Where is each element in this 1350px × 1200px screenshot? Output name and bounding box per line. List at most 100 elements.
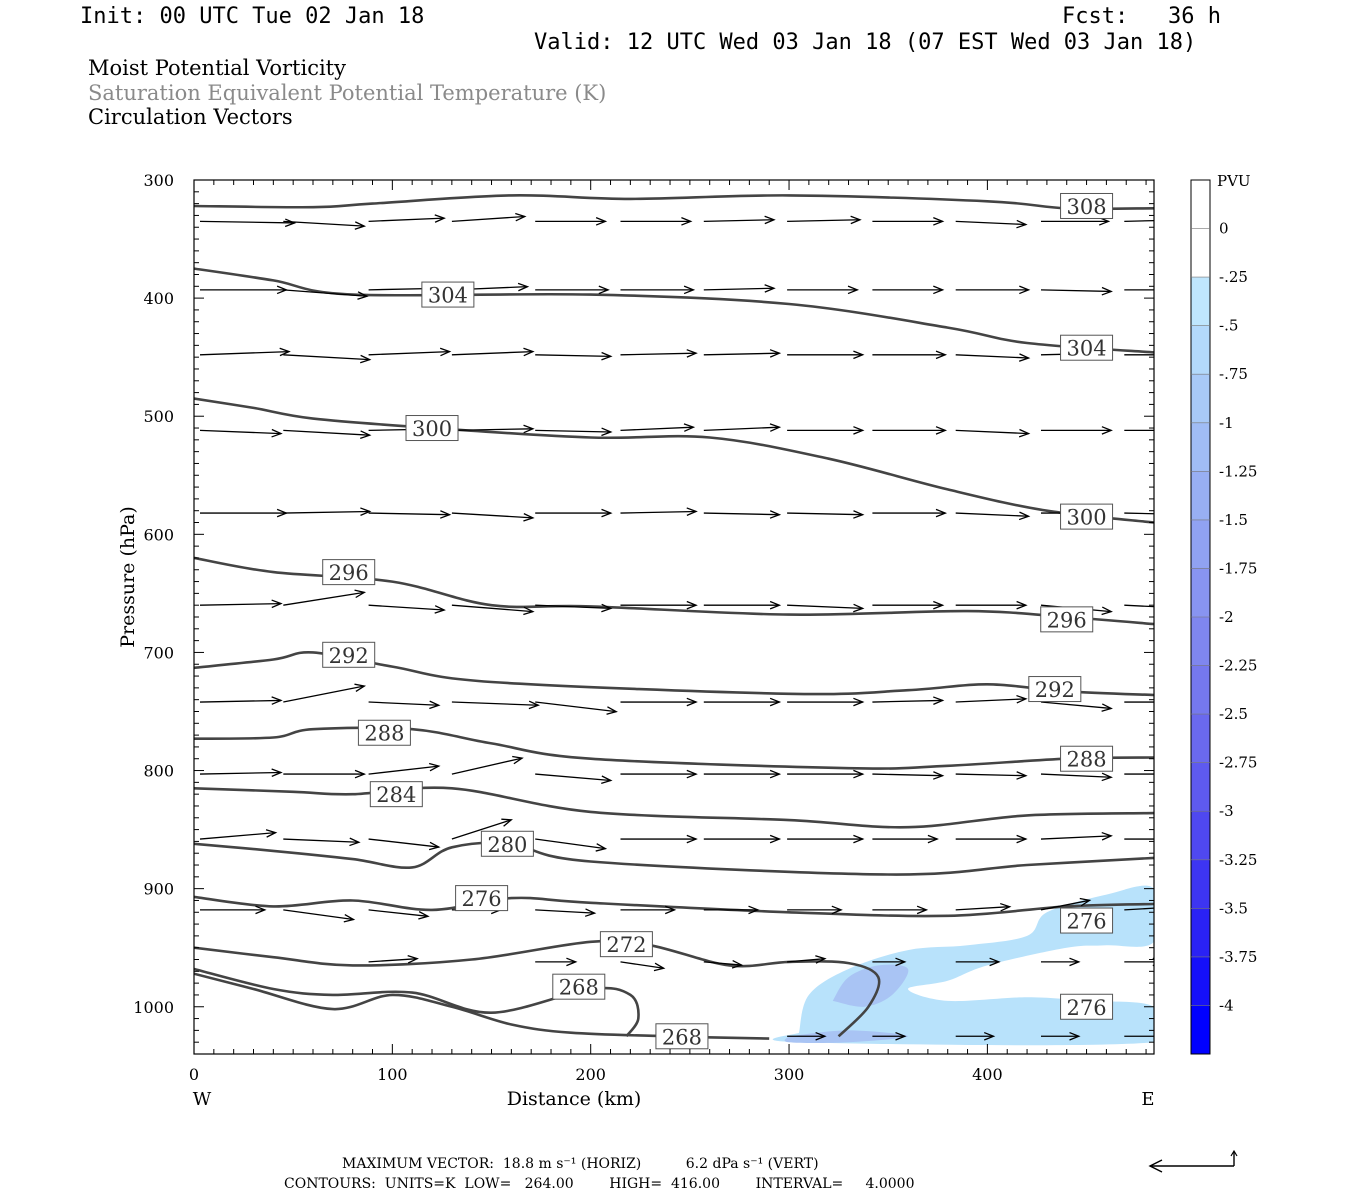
vector-head xyxy=(1016,694,1028,704)
vector-shaft xyxy=(199,429,282,435)
vector-head xyxy=(1016,600,1028,610)
circulation-vector xyxy=(451,604,535,616)
theta-contour-300 xyxy=(194,397,1154,524)
circulation-vector xyxy=(620,600,698,610)
contour-label-box xyxy=(1060,503,1114,530)
circulation-vector xyxy=(872,600,945,610)
vector-shaft xyxy=(451,215,525,222)
circulation-vector xyxy=(451,212,527,222)
vector-shaft xyxy=(368,765,439,775)
vector-shaft xyxy=(787,219,861,222)
vector-head xyxy=(933,771,945,780)
contour-label-box xyxy=(599,931,653,958)
contour-label-box xyxy=(1060,334,1114,361)
vector-shaft xyxy=(283,220,365,227)
vector-head xyxy=(265,829,278,838)
colorbar-swatch xyxy=(1191,1005,1210,1055)
circulation-vector xyxy=(872,217,945,226)
contour-label: 304 xyxy=(428,284,468,308)
circulation-vector xyxy=(620,697,698,707)
vector-shaft xyxy=(368,604,445,611)
x-tick-label: 0 xyxy=(189,1065,199,1084)
y-tick-label: 1000 xyxy=(133,998,174,1017)
colorbar-swatch xyxy=(1191,956,1210,1006)
colorbar-tick-label: -2.5 xyxy=(1219,705,1248,723)
vector-shaft xyxy=(451,350,533,356)
vector-shaft xyxy=(283,909,354,921)
contour-label: 272 xyxy=(606,933,646,957)
contour-label: 296 xyxy=(329,561,369,585)
vector-head xyxy=(933,285,945,295)
colorbar-swatch xyxy=(1191,762,1210,812)
colorbar-tick-label: -3.5 xyxy=(1219,899,1248,917)
circulation-vector xyxy=(1124,957,1154,967)
reference-vector-vert-head xyxy=(1230,1149,1238,1157)
vector-head xyxy=(407,954,419,964)
circulation-vector xyxy=(1124,604,1154,608)
vector-head xyxy=(686,697,698,707)
circulation-vector xyxy=(1124,773,1154,775)
vector-head xyxy=(933,600,945,610)
colorbar-tick-label: -3 xyxy=(1219,802,1234,820)
vector-head xyxy=(429,700,441,710)
vector-head xyxy=(686,834,698,844)
colorbar-tick-label: -1.25 xyxy=(1219,462,1257,480)
circulation-vector xyxy=(703,769,782,779)
circulation-vector xyxy=(283,429,372,439)
contour-label-box xyxy=(405,415,459,442)
vector-head xyxy=(1101,831,1113,841)
contour-label: 300 xyxy=(412,417,452,441)
circulation-vector xyxy=(199,347,291,357)
circulation-vector xyxy=(955,957,1001,967)
circulation-vector xyxy=(535,908,597,917)
circulation-vector xyxy=(872,905,929,915)
vector-head xyxy=(354,589,367,599)
vector-head xyxy=(686,769,698,779)
vector-head xyxy=(357,291,369,300)
vector-head xyxy=(935,426,948,435)
vector-shaft xyxy=(1040,899,1090,911)
colorbar-tick-label: 0 xyxy=(1219,220,1229,238)
circulation-vector xyxy=(1124,835,1189,842)
vector-shaft xyxy=(199,350,290,356)
circulation-vector xyxy=(368,838,441,851)
contour-label-box xyxy=(1060,907,1114,934)
vector-head xyxy=(428,762,441,772)
circulation-vector xyxy=(199,829,278,840)
circulation-vector xyxy=(872,957,907,967)
circulation-vector xyxy=(535,285,610,295)
y-tick-label: 400 xyxy=(143,289,174,308)
circulation-vector xyxy=(787,697,865,707)
circulation-vector xyxy=(1124,220,1154,222)
circulation-vector xyxy=(787,905,843,915)
vector-head xyxy=(523,424,535,434)
circulation-vector xyxy=(787,510,865,519)
circulation-vector xyxy=(703,423,782,432)
vector-head xyxy=(1079,897,1092,907)
circulation-vector xyxy=(620,423,696,432)
circulation-vector xyxy=(451,347,535,357)
circulation-vector xyxy=(955,428,1031,438)
x-tick-label: 200 xyxy=(575,1065,606,1084)
theta-contour-284 xyxy=(194,786,1154,829)
circulation-vector xyxy=(368,347,452,357)
colorbar-swatch xyxy=(1191,277,1210,327)
colorbar-swatch xyxy=(1191,665,1210,715)
circulation-vector xyxy=(283,909,356,923)
theta-contour-268 xyxy=(194,967,640,1038)
circulation-vector xyxy=(451,424,535,434)
contour-label: 276 xyxy=(462,887,502,911)
vector-shaft xyxy=(199,602,282,606)
circulation-vector xyxy=(787,350,865,360)
vector-shaft xyxy=(872,773,943,777)
circulation-vector xyxy=(787,834,865,844)
contour-label-box xyxy=(455,885,509,912)
vector-head xyxy=(434,605,446,614)
vector-head xyxy=(1180,835,1189,842)
theta-contour-264 xyxy=(194,972,770,1040)
circulation-vector xyxy=(620,507,698,516)
contour-label: 284 xyxy=(376,783,416,807)
vector-head xyxy=(595,843,608,852)
vector-head xyxy=(769,769,782,779)
circulation-vector xyxy=(451,818,513,840)
